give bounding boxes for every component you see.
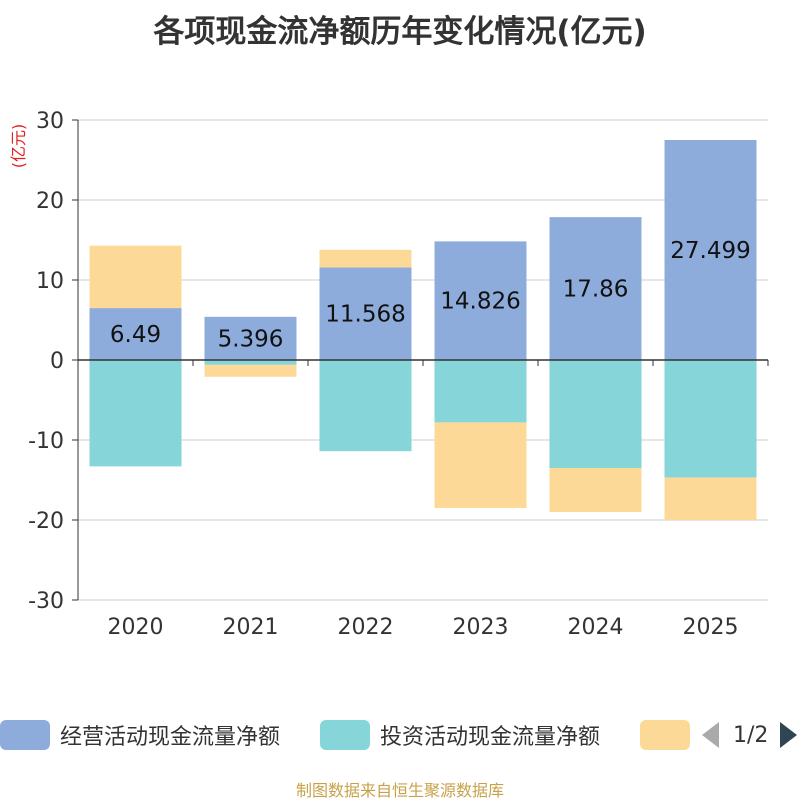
x-tick-label: 2022 bbox=[338, 615, 394, 640]
bar-series1-2021 bbox=[204, 316, 297, 360]
bar-series3-2023 bbox=[434, 422, 527, 508]
bar-series2-2021 bbox=[204, 360, 297, 365]
bar-series3-2021 bbox=[204, 364, 297, 377]
bar-series3-2024 bbox=[549, 468, 642, 512]
legend-swatch-financing bbox=[640, 720, 690, 750]
data-label: 11.568 bbox=[325, 302, 405, 328]
data-label: 6.49 bbox=[110, 322, 161, 348]
legend-label-operating: 经营活动现金流量净额 bbox=[60, 725, 281, 750]
bar-series1-2023 bbox=[434, 241, 527, 360]
bar-series1-2022 bbox=[319, 267, 412, 360]
bar-series3-2022 bbox=[319, 249, 412, 268]
y-tick-label: 30 bbox=[36, 109, 64, 134]
y-tick-label: 10 bbox=[36, 269, 64, 294]
data-label: 14.826 bbox=[440, 289, 520, 315]
legend-next-page-icon[interactable] bbox=[780, 722, 798, 748]
x-tick-label: 2025 bbox=[683, 615, 739, 640]
y-tick-label: -20 bbox=[28, 509, 64, 534]
bar-series2-2023 bbox=[434, 360, 527, 423]
bar-series1-2020 bbox=[89, 308, 182, 360]
y-axis-label: (亿元) bbox=[9, 124, 28, 169]
legend: 经营活动现金流量净额 投资活动现金流量净额 bbox=[0, 717, 800, 753]
legend-item-financing[interactable] bbox=[640, 717, 700, 753]
legend-prev-page-icon[interactable] bbox=[702, 722, 719, 748]
legend-swatch-investing bbox=[320, 720, 370, 750]
x-tick-label: 2023 bbox=[453, 615, 509, 640]
data-label: 27.499 bbox=[670, 238, 750, 264]
y-tick-label: 20 bbox=[36, 189, 64, 214]
legend-page-indicator: 1/2 bbox=[733, 722, 769, 748]
x-tick-label: 2024 bbox=[568, 615, 624, 640]
bar-series3-2025 bbox=[664, 477, 757, 520]
bar-series1-2025 bbox=[664, 140, 757, 360]
bar-series2-2025 bbox=[664, 360, 757, 478]
bar-chart: 30 20 10 0 -10 -20 -30 (亿元) 6.49 5.396 11.568 14.82… bbox=[9, 109, 769, 640]
bar-series1-2024 bbox=[549, 217, 642, 360]
data-label: 17.86 bbox=[563, 277, 629, 303]
bar-series2-2024 bbox=[549, 360, 642, 468]
bar-series3-2020 bbox=[89, 245, 182, 309]
y-tick-label: -30 bbox=[28, 589, 64, 614]
y-tick-label: -10 bbox=[28, 429, 64, 454]
x-tick-label: 2020 bbox=[108, 615, 164, 640]
chart-title: 各项现金流净额历年变化情况(亿元) bbox=[153, 14, 647, 50]
legend-label-investing: 投资活动现金流量净额 bbox=[380, 725, 601, 750]
bar-series2-2020 bbox=[89, 360, 182, 467]
legend-pager: 1/2 bbox=[700, 717, 800, 753]
legend-swatch-operating bbox=[0, 720, 50, 750]
y-tick-label: 0 bbox=[50, 349, 64, 374]
data-label: 5.396 bbox=[218, 326, 284, 352]
bar-series2-2022 bbox=[319, 360, 412, 452]
legend-item-operating[interactable]: 经营活动现金流量净额 bbox=[0, 717, 280, 753]
data-source-note: 制图数据来自恒生聚源数据库 bbox=[295, 781, 504, 800]
x-tick-label: 2021 bbox=[223, 615, 279, 640]
legend-item-investing[interactable]: 投资活动现金流量净额 bbox=[320, 717, 600, 753]
